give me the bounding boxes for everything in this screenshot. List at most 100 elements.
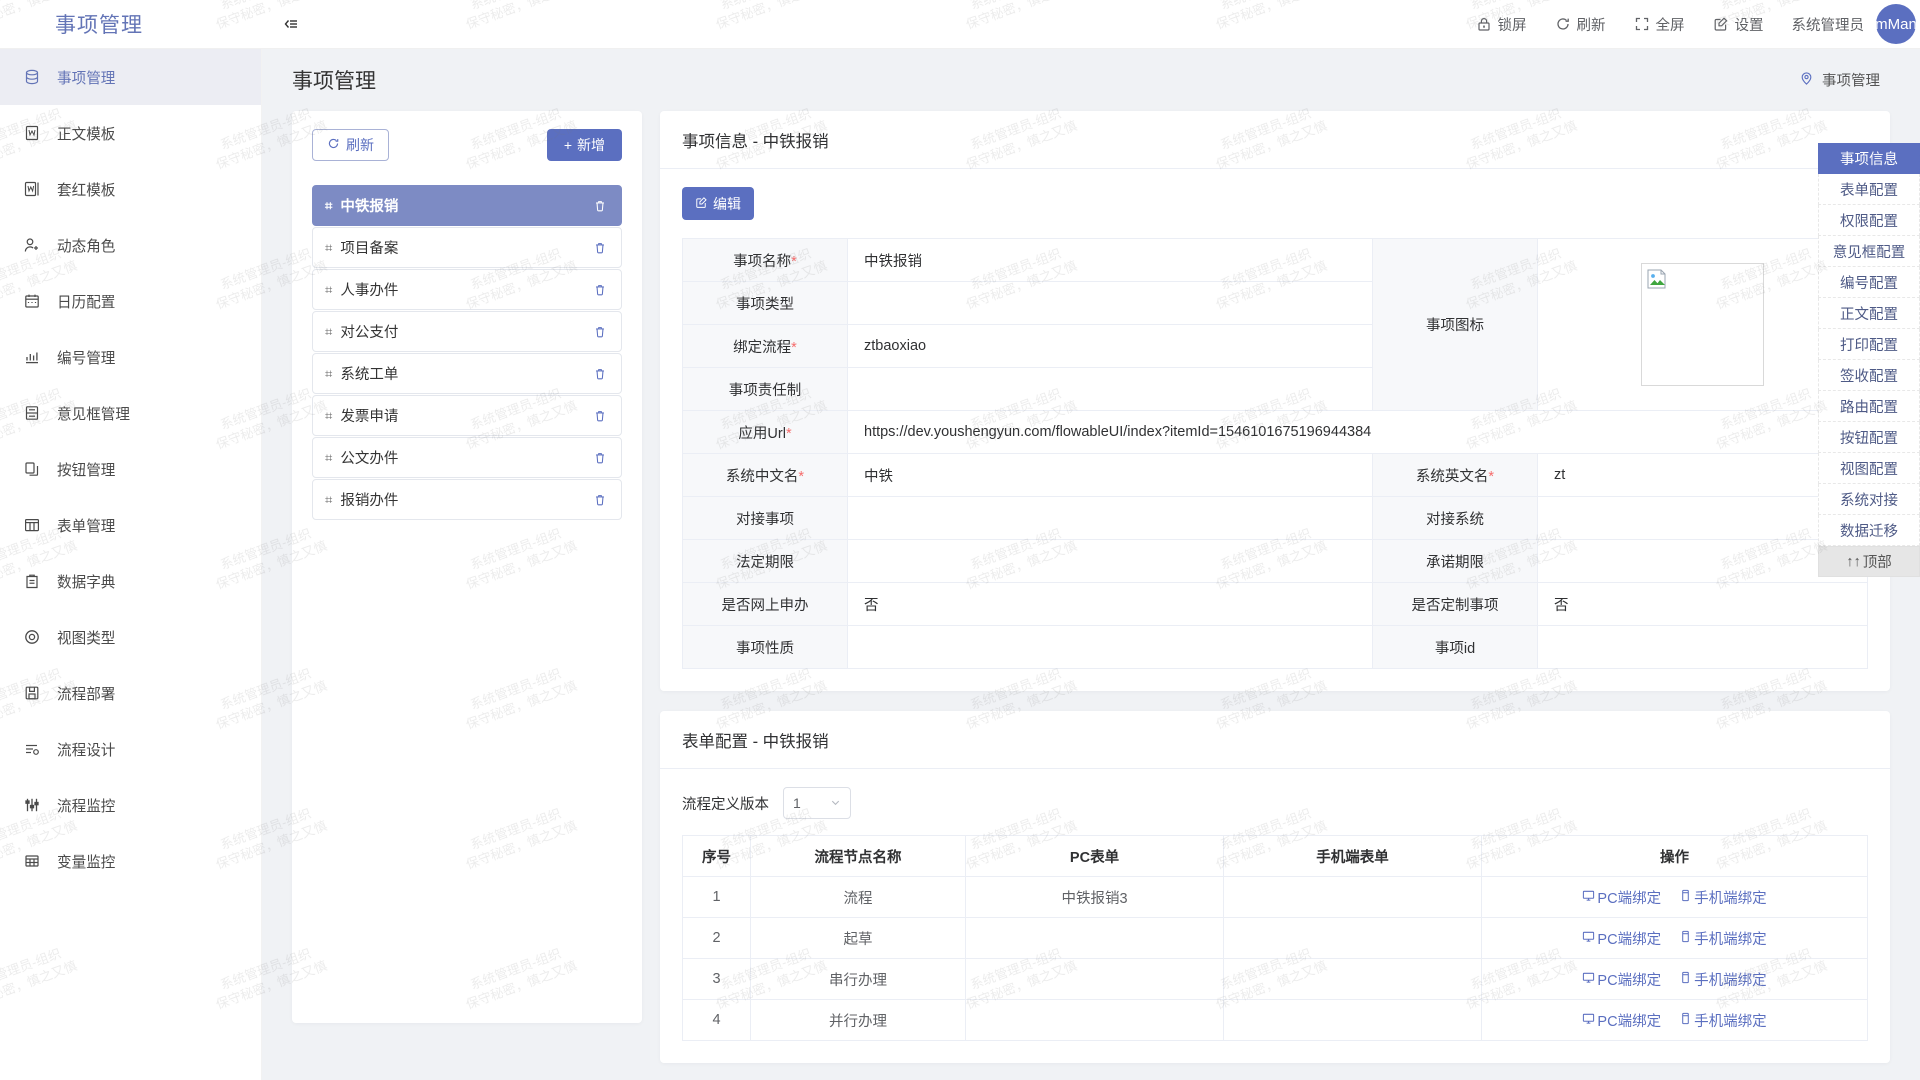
rail-item-permission-config[interactable]: 权限配置 (1818, 205, 1920, 236)
back-to-top-button[interactable]: ↑↑ 顶部 (1818, 546, 1920, 577)
sidebar-item-number-management[interactable]: 编号管理 (0, 329, 261, 385)
right-rail-nav: 事项信息 表单配置 权限配置 意见框配置 编号配置 正文配置 打印配置 签收配置… (1818, 143, 1920, 577)
sidebar-item-label: 数据字典 (57, 574, 116, 591)
rail-item-body-config[interactable]: 正文配置 (1818, 298, 1920, 329)
pc-bind-link[interactable]: PC端绑定 (1582, 969, 1661, 990)
pc-bind-link[interactable]: PC端绑定 (1582, 928, 1661, 949)
copy-icon (22, 460, 41, 479)
sidebar-item-view-type[interactable]: 视图类型 (0, 609, 261, 665)
trash-icon[interactable] (593, 241, 607, 255)
field-value-sys-cn: 中铁 (847, 453, 1373, 497)
edit-button[interactable]: 编辑 (682, 187, 754, 220)
sidebar-item-process-design[interactable]: 流程设计 (0, 721, 261, 777)
list-item[interactable]: ⌗ 人事办件 (312, 269, 622, 310)
sidebar-item-calendar-config[interactable]: 日历配置 (0, 273, 261, 329)
sidebar-item-dynamic-role[interactable]: 动态角色 (0, 217, 261, 273)
mobile-bind-link[interactable]: 手机端绑定 (1679, 887, 1767, 908)
sidebar-item-button-management[interactable]: 按钮管理 (0, 441, 261, 497)
sidebar-item-variable-monitor[interactable]: 变量监控 (0, 833, 261, 889)
sidebar-item-label: 按钮管理 (57, 462, 116, 479)
trash-icon[interactable] (593, 199, 607, 213)
rail-item-item-info[interactable]: 事项信息 (1818, 143, 1920, 174)
list-item[interactable]: ⌗ 公文办件 (312, 437, 622, 478)
pc-bind-label: PC端绑定 (1597, 972, 1662, 989)
pc-bind-label: PC端绑定 (1597, 1013, 1662, 1030)
rail-item-print-config[interactable]: 打印配置 (1818, 329, 1920, 360)
cell-node: 起草 (750, 917, 966, 959)
sidebar-item-red-template[interactable]: 套红模板 (0, 161, 261, 217)
item-icon-image[interactable] (1641, 263, 1764, 386)
trash-icon[interactable] (593, 325, 607, 339)
sidebar-item-body-template[interactable]: 正文模板 (0, 105, 261, 161)
field-label-docking-sys: 对接系统 (1372, 496, 1538, 540)
rail-item-button-config[interactable]: 按钮配置 (1818, 422, 1920, 453)
rail-item-system-docking[interactable]: 系统对接 (1818, 484, 1920, 515)
back-to-top-label: 顶部 (1862, 555, 1892, 571)
mobile-bind-link[interactable]: 手机端绑定 (1679, 1010, 1767, 1031)
sidebar-item-label: 意见框管理 (57, 406, 130, 423)
rail-item-data-migration[interactable]: 数据迁移 (1818, 515, 1920, 546)
user-name[interactable]: 系统管理员 (1791, 17, 1865, 34)
trash-icon[interactable] (593, 493, 607, 507)
list-item[interactable]: ⌗ 报销办件 (312, 479, 622, 520)
lock-screen-button[interactable]: 锁屏 (1462, 14, 1541, 35)
list-item[interactable]: ⌗ 对公支付 (312, 311, 622, 352)
rail-item-route-config[interactable]: 路由配置 (1818, 391, 1920, 422)
trash-icon[interactable] (593, 367, 607, 381)
refresh-icon (327, 137, 340, 153)
rail-item-view-config[interactable]: 视图配置 (1818, 453, 1920, 484)
mobile-bind-label: 手机端绑定 (1694, 1013, 1767, 1030)
user-add-icon (22, 236, 41, 255)
form-config-title: 表单配置 - 中铁报销 (660, 711, 1890, 769)
list-item-label: 项目备案 (340, 241, 399, 257)
cell-pc-form (965, 958, 1224, 1000)
trash-icon[interactable] (593, 409, 607, 423)
sidebar-item-label: 日历配置 (57, 294, 116, 311)
clipboard-icon (22, 572, 41, 591)
settings-button[interactable]: 设置 (1699, 14, 1778, 35)
label-text: 系统中文名 (725, 468, 799, 485)
sidebar-item-process-deploy[interactable]: 流程部署 (0, 665, 261, 721)
sidebar-item-label: 表单管理 (57, 518, 116, 535)
mobile-bind-link[interactable]: 手机端绑定 (1679, 928, 1767, 949)
operation-links: PC端绑定 手机端绑定 (1482, 1010, 1867, 1031)
sidebar-item-form-management[interactable]: 表单管理 (0, 497, 261, 553)
collapse-menu-icon[interactable] (280, 14, 300, 34)
table-row: 4 并行办理 (682, 999, 1868, 1041)
grid-dots-icon: ⌗ (325, 239, 332, 255)
field-value-type (847, 281, 1373, 325)
trash-icon[interactable] (593, 283, 607, 297)
list-item[interactable]: ⌗ 系统工单 (312, 353, 622, 394)
list-item[interactable]: ⌗ 中铁报销 (312, 185, 622, 226)
sidebar-item-data-dictionary[interactable]: 数据字典 (0, 553, 261, 609)
trash-icon[interactable] (593, 451, 607, 465)
rail-item-number-config[interactable]: 编号配置 (1818, 267, 1920, 298)
sidebar-item-process-monitor[interactable]: 流程监控 (0, 777, 261, 833)
add-item-button[interactable]: + 新增 (546, 129, 622, 161)
field-label-item-id: 事项id (1372, 625, 1538, 669)
fullscreen-button[interactable]: 全屏 (1620, 14, 1699, 35)
avatar[interactable]: mMan (1876, 4, 1916, 44)
pc-bind-link[interactable]: PC端绑定 (1582, 887, 1661, 908)
pc-bind-link[interactable]: PC端绑定 (1582, 1010, 1661, 1031)
edit-label: 编辑 (713, 195, 741, 212)
rail-item-comment-box-config[interactable]: 意见框配置 (1818, 236, 1920, 267)
mobile-icon (1679, 889, 1692, 906)
item-info-body: 编辑 事项名称* 中铁报销 事项图标 (660, 169, 1890, 691)
word-doc-icon (22, 124, 41, 143)
page-header: 事项管理 事项管理 (262, 49, 1920, 111)
rail-item-form-config[interactable]: 表单配置 (1818, 174, 1920, 205)
sidebar-item-item-management[interactable]: 事项管理 (0, 49, 261, 105)
label-text: 应用Url (738, 425, 786, 442)
list-refresh-button[interactable]: 刷新 (312, 129, 389, 161)
sidebar-item-comment-box-management[interactable]: 意见框管理 (0, 385, 261, 441)
mobile-bind-link[interactable]: 手机端绑定 (1679, 969, 1767, 990)
rail-item-receipt-config[interactable]: 签收配置 (1818, 360, 1920, 391)
cell-operations: PC端绑定 手机端绑定 (1481, 958, 1868, 1000)
refresh-button[interactable]: 刷新 (1541, 14, 1620, 35)
version-select[interactable]: 1 (783, 787, 851, 819)
list-item[interactable]: ⌗ 项目备案 (312, 227, 622, 268)
field-label-custom-item: 是否定制事项 (1372, 582, 1538, 626)
list-item[interactable]: ⌗ 发票申请 (312, 395, 622, 436)
monitor-icon (1582, 971, 1595, 988)
